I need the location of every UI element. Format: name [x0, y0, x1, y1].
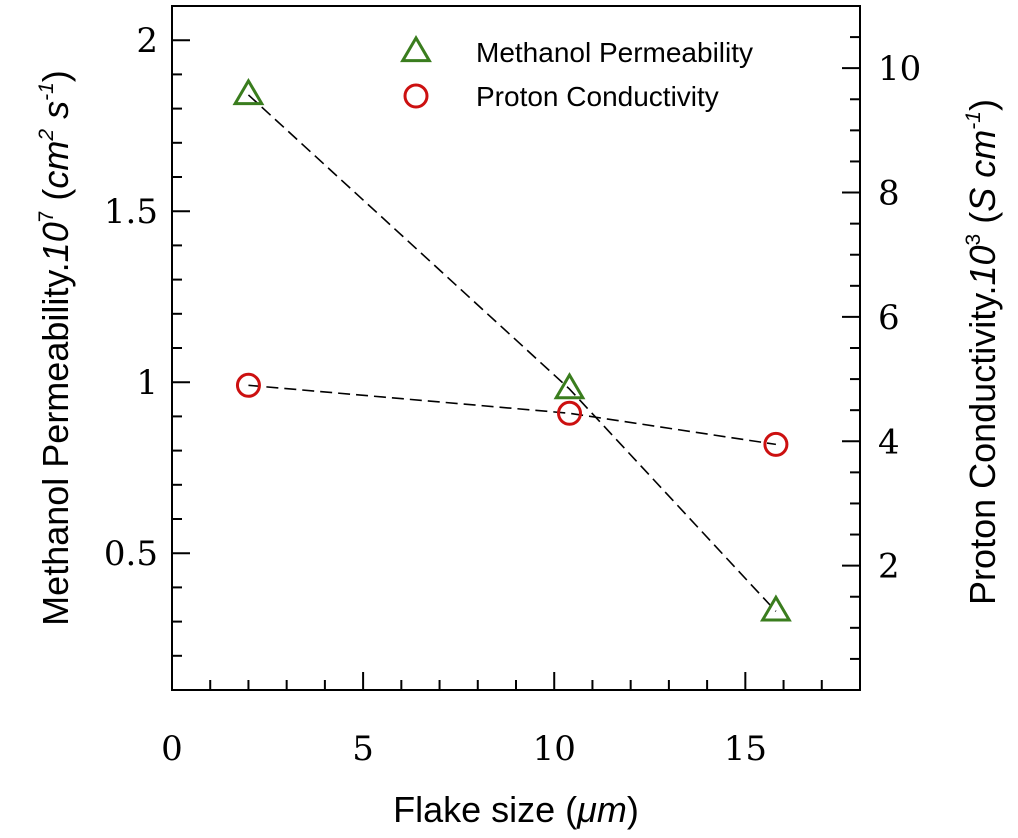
- right-y-axis-ticks: 2 4 6 8 10: [842, 5, 921, 691]
- legend: Methanol Permeability Proton Conductivit…: [400, 35, 753, 112]
- x-tick-label: 10: [533, 729, 576, 769]
- left-y-tick-label: 2: [136, 21, 158, 61]
- legend-label-methanol: Methanol Permeability: [476, 37, 753, 68]
- proton-point: [557, 400, 583, 426]
- trend-lines: [247, 94, 777, 612]
- methanol-point: [759, 594, 792, 622]
- left-y-axis-title: Methanol Permeability.107 (cm2 s-1): [35, 70, 76, 626]
- proton-point: [235, 372, 261, 398]
- right-y-tick-label: 4: [878, 422, 900, 462]
- methanol-point: [232, 77, 265, 106]
- left-y-tick-label: 1: [136, 363, 158, 403]
- trend-line-methanol: [247, 94, 777, 612]
- x-axis-title: Flake size (μm): [393, 789, 639, 830]
- right-y-tick-label: 6: [878, 298, 900, 338]
- x-tick-label: 5: [352, 729, 374, 769]
- legend-symbols: [400, 35, 432, 109]
- right-y-tick-label: 8: [878, 174, 900, 214]
- left-y-axis-ticks: 0.5 1 1.5 2: [104, 5, 190, 691]
- legend-label-proton: Proton Conductivity: [476, 81, 719, 112]
- legend-circle-icon: [403, 83, 429, 109]
- proton-point: [763, 431, 789, 457]
- x-axis-ticks: 0 5 10 15: [161, 672, 861, 769]
- x-tick-label: 15: [724, 729, 767, 769]
- left-y-tick-label: 0.5: [104, 534, 158, 574]
- left-y-tick-label: 1.5: [104, 192, 158, 232]
- x-tick-label: 0: [161, 729, 183, 769]
- trend-line-proton: [248, 384, 777, 446]
- methanol-point: [553, 372, 586, 400]
- data-markers: [232, 77, 792, 622]
- legend-triangle-icon: [400, 35, 432, 63]
- right-y-axis-title: Proton Conductivity.103 (S cm-1): [962, 99, 1003, 605]
- right-y-tick-label: 2: [878, 547, 900, 587]
- right-y-tick-label: 10: [878, 49, 921, 89]
